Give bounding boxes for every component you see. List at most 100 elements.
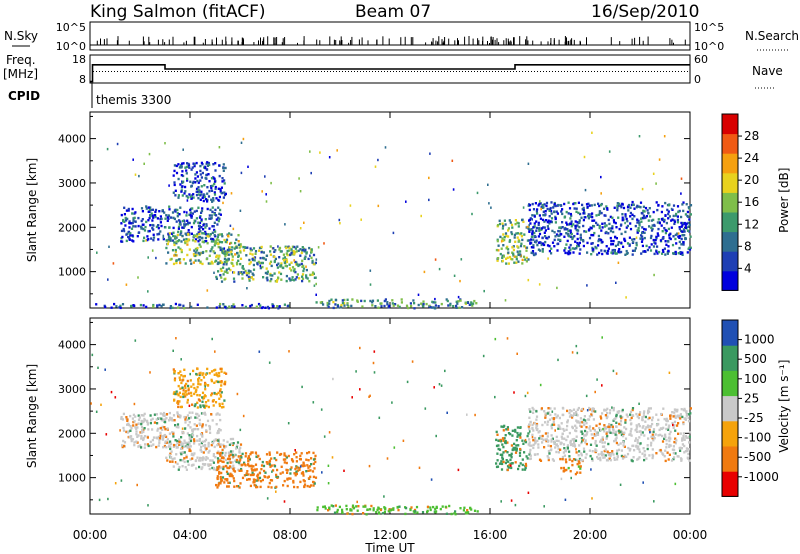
data-cell bbox=[210, 189, 214, 192]
data-cell bbox=[201, 458, 204, 462]
data-cell bbox=[229, 450, 233, 453]
data-cell bbox=[235, 485, 239, 488]
data-cell bbox=[383, 506, 386, 509]
data-cell bbox=[550, 424, 553, 427]
data-cell bbox=[204, 413, 207, 416]
data-cell bbox=[597, 457, 600, 460]
data-cell bbox=[557, 238, 560, 241]
data-cell bbox=[548, 208, 551, 211]
data-cell bbox=[539, 241, 542, 245]
data-cell bbox=[208, 449, 211, 453]
data-cell bbox=[618, 227, 621, 231]
data-cell bbox=[474, 413, 476, 417]
colorbar-segment bbox=[722, 270, 738, 291]
data-cell bbox=[227, 253, 230, 256]
data-cell bbox=[220, 370, 223, 373]
data-cell bbox=[433, 306, 436, 310]
data-cell bbox=[312, 484, 315, 487]
data-cell bbox=[187, 392, 190, 395]
data-cell bbox=[593, 432, 596, 436]
data-cell bbox=[196, 406, 199, 409]
data-cell bbox=[447, 304, 450, 307]
data-cell bbox=[324, 507, 327, 510]
data-cell bbox=[609, 425, 612, 429]
data-cell bbox=[552, 420, 555, 424]
data-cell bbox=[551, 241, 555, 244]
data-cell bbox=[617, 448, 621, 452]
data-cell bbox=[286, 249, 289, 253]
data-cell bbox=[569, 243, 572, 247]
data-cell bbox=[509, 257, 513, 261]
data-cell bbox=[301, 385, 303, 389]
data-cell bbox=[598, 226, 601, 230]
data-cell bbox=[185, 468, 188, 471]
data-cell bbox=[302, 464, 305, 468]
data-cell bbox=[585, 421, 588, 425]
data-cell bbox=[211, 459, 214, 462]
data-cell bbox=[626, 220, 629, 223]
data-cell bbox=[619, 430, 622, 434]
data-cell bbox=[552, 206, 555, 209]
data-cell bbox=[652, 218, 655, 222]
data-cell bbox=[209, 463, 212, 466]
data-cell bbox=[105, 433, 108, 436]
data-cell bbox=[499, 235, 502, 239]
data-cell bbox=[609, 236, 612, 240]
data-cell bbox=[532, 429, 535, 432]
data-cell bbox=[171, 211, 175, 214]
data-cell bbox=[131, 212, 134, 215]
data-cell bbox=[497, 244, 500, 247]
data-cell bbox=[302, 269, 305, 273]
data-cell bbox=[576, 232, 579, 235]
data-cell bbox=[158, 441, 161, 445]
data-cell bbox=[537, 221, 540, 225]
data-cell bbox=[430, 478, 433, 481]
data-cell bbox=[169, 416, 172, 419]
data-cell bbox=[649, 215, 652, 218]
data-cell bbox=[404, 512, 407, 516]
data-cell bbox=[251, 473, 255, 477]
data-cell bbox=[299, 248, 302, 251]
data-cell bbox=[142, 428, 145, 431]
data-cell bbox=[293, 259, 295, 262]
data-cell bbox=[213, 182, 216, 186]
data-cell bbox=[150, 212, 153, 215]
data-cell bbox=[178, 213, 181, 216]
colorbar-tick-label: 100 bbox=[744, 372, 767, 386]
data-cell bbox=[156, 305, 159, 308]
data-cell bbox=[205, 404, 208, 408]
data-cell bbox=[181, 465, 184, 468]
data-cell bbox=[169, 460, 172, 463]
data-cell bbox=[223, 270, 226, 273]
data-cell bbox=[186, 441, 189, 445]
data-cell bbox=[585, 433, 588, 436]
data-cell bbox=[126, 419, 129, 422]
data-cell bbox=[550, 252, 553, 255]
data-cell bbox=[218, 217, 221, 220]
data-cell bbox=[196, 367, 199, 371]
data-cell bbox=[177, 405, 180, 409]
data-cell bbox=[673, 440, 676, 444]
data-cell bbox=[564, 247, 567, 250]
data-cell bbox=[581, 439, 584, 442]
data-cell bbox=[211, 337, 213, 341]
data-cell bbox=[192, 383, 195, 386]
data-cell bbox=[217, 431, 220, 434]
data-cell bbox=[540, 437, 543, 441]
data-cell bbox=[592, 224, 595, 228]
data-cell bbox=[140, 434, 143, 438]
data-cell bbox=[174, 439, 177, 442]
data-cell bbox=[304, 255, 307, 258]
data-cell bbox=[218, 402, 221, 406]
data-cell bbox=[184, 386, 187, 389]
data-cell bbox=[223, 257, 226, 261]
data-cell bbox=[689, 246, 692, 249]
data-cell bbox=[206, 306, 209, 309]
data-cell bbox=[521, 218, 524, 222]
data-cell bbox=[541, 248, 544, 251]
data-cell bbox=[659, 239, 662, 242]
data-cell bbox=[568, 458, 571, 461]
data-cell bbox=[180, 374, 183, 377]
data-cell bbox=[585, 453, 588, 456]
data-cell bbox=[215, 242, 218, 245]
